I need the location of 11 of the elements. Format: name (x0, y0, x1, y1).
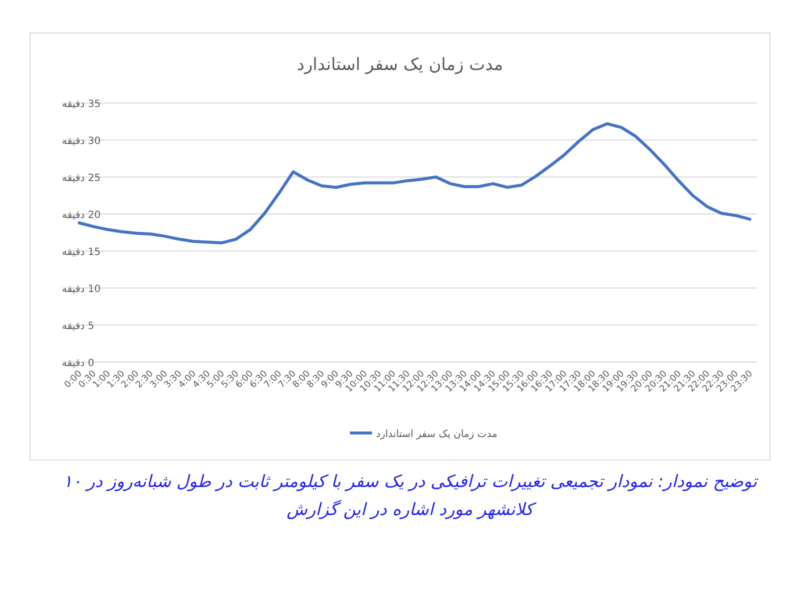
y-tick-label: 10 دقیقه (62, 284, 101, 295)
legend-label: مدت زمان یک سفر استاندارد (376, 429, 498, 440)
text: توضیح نمودار: نمودار تجمیعی تغییرات ترافیکی در یک سفر با کیلومتر ثابت در طول شبانه‌روز در ۱۰ کلانشهر مورد اشاره در این گزارش (62, 471, 760, 522)
y-tick-label: 15 دقیقه (62, 247, 101, 258)
chart-title: مدت زمان یک سفر استاندارد (296, 55, 504, 75)
y-tick-label: 20 دقیقه (62, 210, 101, 221)
y-tick-label: 30 دقیقه (62, 136, 101, 147)
y-tick-label: 25 دقیقه (62, 173, 101, 184)
y-tick-label: 35 دقیقه (62, 99, 101, 110)
y-tick-label: 0 دقیقه (62, 358, 94, 369)
y-tick-label: 5 دقیقه (62, 321, 94, 332)
